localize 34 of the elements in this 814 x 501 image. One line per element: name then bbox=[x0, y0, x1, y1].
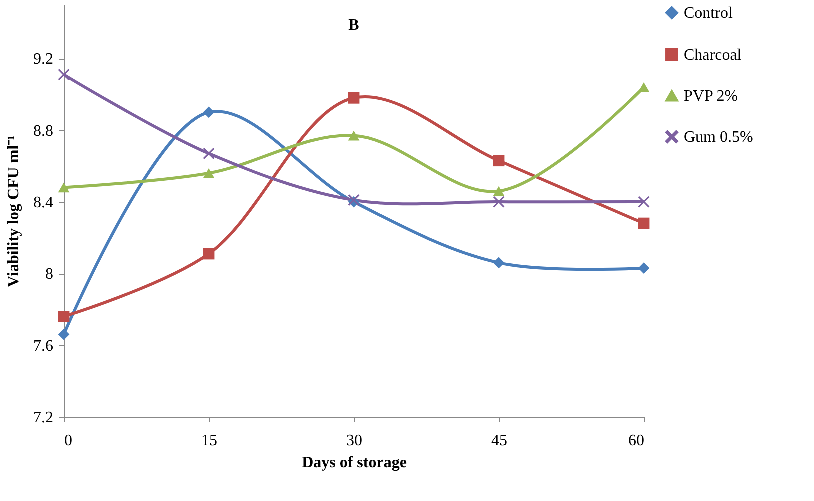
y-tick-label: 7.6 bbox=[34, 338, 54, 355]
point bbox=[493, 155, 505, 167]
point bbox=[58, 310, 70, 322]
x-axis-title: Days of storage bbox=[302, 454, 407, 472]
x-tick-label: 15 bbox=[202, 432, 218, 450]
point bbox=[58, 182, 70, 193]
point bbox=[203, 168, 215, 178]
point bbox=[203, 106, 215, 118]
y-tick-label: 8.4 bbox=[34, 194, 54, 212]
point bbox=[203, 248, 215, 260]
y-tick-label: 7.2 bbox=[34, 410, 54, 426]
legend-label: Charcoal bbox=[684, 47, 742, 64]
text: B bbox=[348, 17, 360, 34]
point bbox=[638, 196, 650, 208]
x-tick-label: 0 bbox=[64, 432, 72, 450]
point bbox=[493, 257, 505, 269]
y-tick-label: 8 bbox=[46, 266, 54, 284]
y-tick-label: 9.2 bbox=[34, 51, 54, 68]
x-tick-label: 30 bbox=[346, 432, 362, 450]
legend-label: Control bbox=[684, 5, 734, 22]
point bbox=[493, 186, 505, 196]
y-axis-title: Viability log CFU ml⁻¹ bbox=[6, 135, 22, 288]
point bbox=[493, 196, 505, 208]
point bbox=[638, 262, 650, 274]
legend-label: Gum 0.5% bbox=[684, 129, 754, 146]
y-tick-label: 8.8 bbox=[34, 122, 54, 140]
point bbox=[348, 92, 360, 104]
x-tick-label: 60 bbox=[628, 432, 644, 450]
point bbox=[58, 328, 70, 340]
legend-label: PVP 2% bbox=[684, 88, 738, 105]
point bbox=[638, 82, 650, 92]
point bbox=[348, 130, 360, 141]
point bbox=[638, 218, 650, 230]
x-tick-label: 45 bbox=[492, 432, 508, 450]
